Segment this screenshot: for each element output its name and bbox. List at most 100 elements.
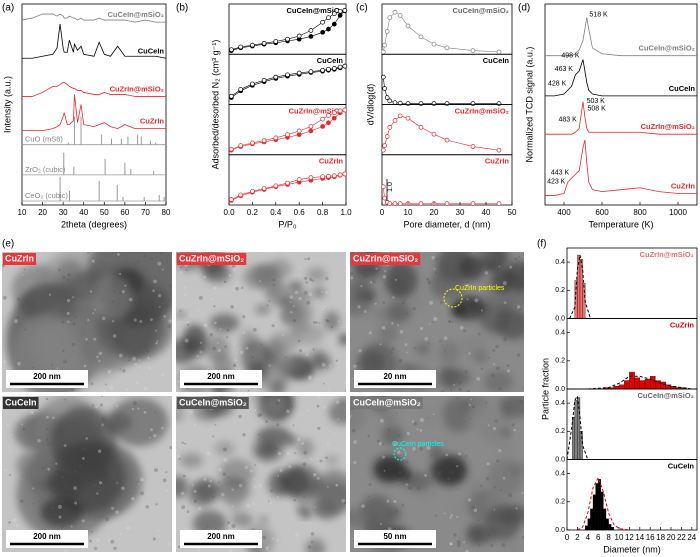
grain [19,499,24,503]
grain [154,411,157,414]
data-point [431,101,437,106]
grain [328,364,332,367]
x-tick-label: 0.4 [270,208,282,217]
grain [506,364,510,367]
grain [443,512,446,515]
particle [509,464,523,476]
grain [292,424,295,427]
particle [183,324,207,353]
grain [323,406,327,410]
grain [384,282,387,285]
grain [233,289,235,291]
particle [325,455,339,465]
grain [516,318,520,323]
grain [274,447,277,451]
grain [412,307,416,311]
grain [416,428,419,431]
grain [95,404,99,408]
grain [214,321,217,325]
y-tick-label: 0.2 [555,358,565,365]
grain [258,484,263,488]
data-point [320,116,325,122]
reference-name: CuO (mS8) [25,135,63,144]
x-tick-label: 18 [656,533,665,542]
grain [84,322,87,325]
grain [316,300,319,303]
grain [119,291,122,295]
grain [30,410,34,415]
grain [494,419,498,423]
grain [227,521,231,525]
grain [427,280,432,285]
grain [107,369,112,374]
grain [9,473,12,476]
grain [458,452,462,456]
grain [360,284,363,288]
grain [64,549,68,552]
grain [62,468,65,472]
image-label: CuCeIn@mSiO₂ [179,397,247,407]
grain [521,492,524,495]
grain [48,495,52,498]
grain [277,475,280,477]
particle [109,397,169,447]
grain [247,389,250,392]
data-point [384,29,390,34]
grain [214,423,217,426]
grain [196,355,199,358]
grain [102,419,105,422]
grain [509,265,513,269]
grain [242,315,246,319]
grain [223,447,227,452]
data-point [326,26,331,32]
histogram-bar [603,508,607,531]
data-point [405,115,411,121]
grain [302,462,307,467]
grain [133,318,137,322]
grain [155,329,158,332]
grain [32,502,35,505]
grain [459,455,462,458]
grain [211,297,214,301]
particle [350,509,369,530]
data-point [380,147,386,153]
grain [41,467,45,470]
y-axis-label: Particle fraction [540,358,550,420]
particle [442,396,475,433]
grain [277,399,281,402]
histogram-bar [639,380,646,390]
grain [310,457,313,460]
grain [231,264,236,269]
histogram-bar [611,527,614,531]
series-label: CuCeIn@mSiO₂ [639,44,695,53]
subplot-name: CuZrIn [485,157,510,166]
particle [287,356,309,375]
particle [216,477,250,504]
grain [459,325,464,330]
grain [439,301,443,305]
grain [511,423,515,427]
grain [519,399,524,404]
scale-bar-label: 20 nm [383,372,406,381]
grain [374,302,377,305]
grain [497,314,501,318]
scale-bar-label: 50 nm [383,532,406,541]
y-axis-label: Adsorbed/desorbed N₂ (cm³ g⁻¹) [210,40,220,170]
grain [155,342,158,345]
grain [160,426,164,430]
grain [406,431,410,436]
grain [152,537,156,541]
grain [424,337,428,341]
grain [101,416,105,421]
grain [493,508,496,511]
grain [291,405,294,408]
grain [437,471,442,475]
grain [501,543,506,547]
grain [73,469,77,473]
grain [125,388,129,391]
grain [150,257,154,260]
subplot-name: CuZrIn@mSiO₂ [640,250,694,259]
grain [71,342,76,347]
grain [143,386,148,391]
grain [198,295,203,300]
